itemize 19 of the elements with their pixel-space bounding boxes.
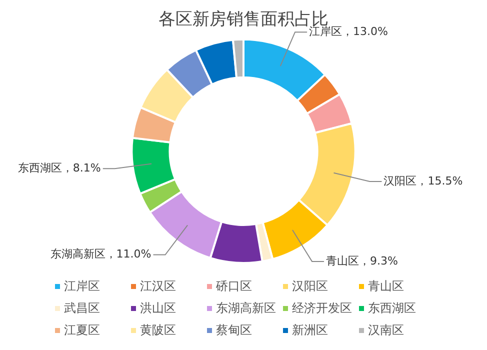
legend-label: 硚口区 <box>216 278 252 295</box>
legend-label: 黄陂区 <box>140 322 176 339</box>
data-label: 汉阳区，15.5% <box>384 174 463 188</box>
legend-label: 武昌区 <box>64 300 100 317</box>
legend-label: 新洲区 <box>292 322 328 339</box>
legend-label: 江岸区 <box>64 278 100 295</box>
legend-label: 洪山区 <box>140 300 176 317</box>
data-label: 东湖高新区，11.0% <box>50 248 152 261</box>
legend-label: 汉南区 <box>368 322 404 339</box>
data-label: 东西湖区，8.1% <box>18 162 101 175</box>
data-label: 青山区，9.3% <box>326 254 398 268</box>
legend-label: 江汉区 <box>140 278 176 295</box>
legend-label: 江夏区 <box>64 322 100 339</box>
legend-label: 青山区 <box>368 278 404 295</box>
legend-label: 蔡甸区 <box>216 322 252 339</box>
legend-label: 经济开发区 <box>292 300 352 317</box>
legend-label: 东湖高新区 <box>216 300 276 317</box>
legend-label: 东西湖区 <box>368 300 416 317</box>
legend-label: 汉阳区 <box>292 278 328 295</box>
